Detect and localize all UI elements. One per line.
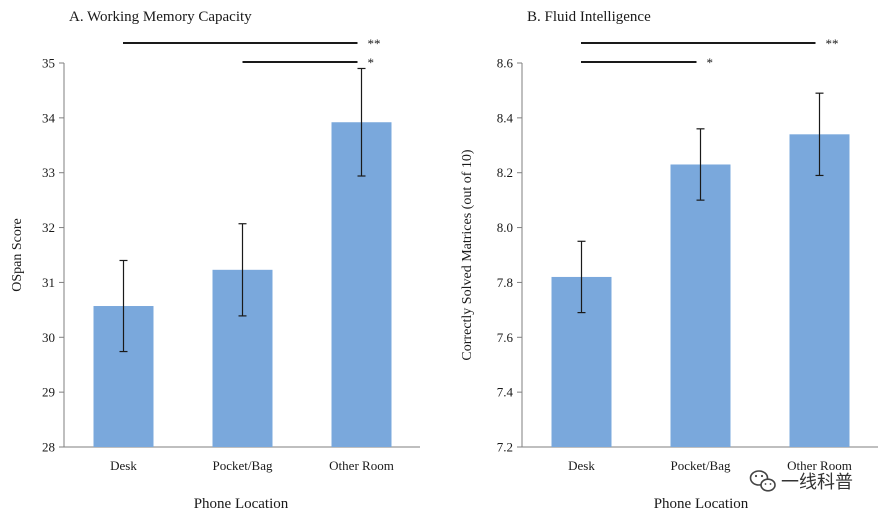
- y-axis-label: OSpan Score: [10, 218, 25, 292]
- y-tick-label: 7.6: [497, 330, 514, 345]
- y-tick-label: 7.4: [497, 385, 514, 400]
- bar: [789, 134, 850, 448]
- y-tick-label: 30: [42, 330, 55, 345]
- x-axis-label: Phone Location: [654, 496, 749, 512]
- y-tick-label: 7.2: [497, 440, 513, 455]
- y-tick-label: 32: [42, 220, 55, 235]
- significance-label: *: [368, 55, 375, 70]
- x-tick-label: Other Room: [787, 458, 852, 473]
- chart-title: B. Fluid Intelligence: [527, 9, 651, 25]
- bar: [670, 164, 731, 447]
- y-tick-label: 7.8: [497, 275, 513, 290]
- watermark-text: 一线科普: [781, 472, 853, 493]
- y-tick-label: 8.0: [497, 220, 513, 235]
- y-tick-label: 8.2: [497, 165, 513, 180]
- y-tick-label: 34: [42, 110, 56, 125]
- panel-working-memory: A. Working Memory Capacity 28 29 30 31 32 33 34…: [10, 9, 420, 512]
- y-tick-label: 28: [42, 440, 55, 455]
- significance-label: **: [368, 36, 381, 51]
- significance-label: **: [826, 36, 839, 51]
- y-tick-label: 8.6: [497, 56, 514, 71]
- x-tick-label: Other Room: [329, 458, 394, 473]
- y-tick-label: 8.4: [497, 110, 514, 125]
- y-tick-label: 33: [42, 165, 55, 180]
- y-tick-label: 29: [42, 385, 55, 400]
- watermark: 一线科普: [749, 470, 853, 493]
- y-axis-label: Correctly Solved Matrices (out of 10): [460, 149, 475, 360]
- x-tick-label: Pocket/Bag: [213, 458, 273, 473]
- panel-fluid-intelligence: B. Fluid Intelligence 7.2 7.4 7.6 7.8 8.0 8.2 8…: [460, 9, 878, 512]
- wechat-icon: [749, 470, 776, 492]
- y-tick-label: 31: [42, 275, 55, 290]
- significance-label: *: [707, 55, 714, 70]
- x-tick-label: Desk: [568, 458, 595, 473]
- x-axis-label: Phone Location: [194, 496, 289, 512]
- x-tick-label: Desk: [110, 458, 137, 473]
- x-tick-label: Pocket/Bag: [671, 458, 731, 473]
- y-tick-label: 35: [42, 56, 55, 71]
- chart-title: A. Working Memory Capacity: [69, 9, 252, 25]
